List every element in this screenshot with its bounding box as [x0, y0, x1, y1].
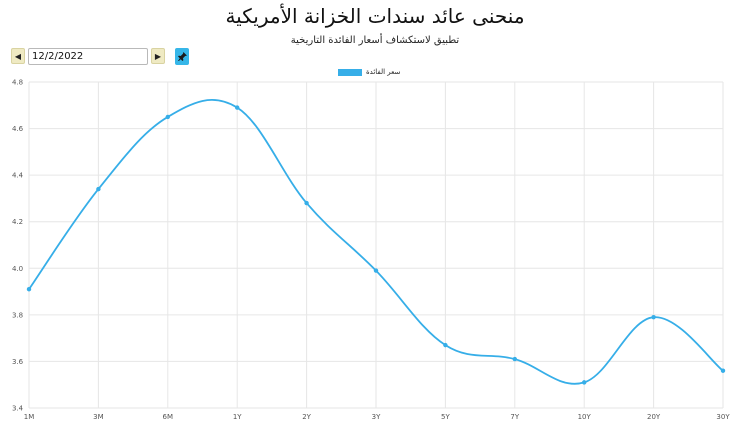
- data-point: [720, 368, 726, 373]
- date-input[interactable]: [28, 47, 148, 65]
- data-point: [373, 268, 379, 273]
- y-tick-label: 4.8: [12, 79, 23, 87]
- x-tick-label: 3M: [93, 413, 104, 421]
- data-point: [582, 380, 587, 385]
- legend-swatch: [338, 68, 362, 76]
- triangle-right-icon: ▶: [154, 51, 162, 61]
- data-point: [26, 287, 32, 292]
- x-tick-label: 1M: [24, 413, 35, 421]
- x-tick-label: 10Y: [578, 413, 592, 421]
- y-tick-label: 3.4: [12, 405, 24, 413]
- data-point: [651, 314, 656, 320]
- next-date-button[interactable]: ▶: [151, 48, 165, 64]
- data-point: [304, 200, 309, 206]
- chart-legend[interactable]: سعر الفائدة: [338, 68, 400, 76]
- x-tick-label: 7Y: [510, 413, 519, 421]
- x-tick-label: 2Y: [302, 413, 311, 421]
- y-tick-label: 3.6: [12, 358, 24, 366]
- page-subtitle: تطبيق لاستكشاف أسعار الفائدة التاريخية: [290, 35, 460, 46]
- data-point: [165, 114, 170, 120]
- y-tick-label: 4.2: [12, 218, 23, 226]
- data-point: [96, 186, 101, 192]
- y-tick-label: 4.6: [12, 125, 24, 133]
- x-tick-label: 5Y: [441, 413, 450, 421]
- page-title: منحنى عائد سندات الخزانة الأمريكية: [225, 4, 525, 28]
- data-point: [512, 356, 517, 362]
- data-point: [443, 342, 448, 348]
- x-tick-label: 3Y: [372, 413, 381, 421]
- x-tick-label: 6M: [163, 413, 174, 421]
- x-tick-label: 20Y: [647, 413, 661, 421]
- x-tick-label: 1Y: [233, 413, 242, 421]
- triangle-left-icon: ◀: [14, 51, 22, 61]
- x-tick-label: 30Y: [716, 413, 730, 421]
- pin-button[interactable]: [175, 47, 189, 65]
- y-tick-label: 4.0: [12, 265, 23, 273]
- date-controls: ◀ ▶: [11, 46, 189, 66]
- series-line: [28, 98, 724, 385]
- y-tick-label: 4.4: [12, 172, 24, 180]
- legend-label: سعر الفائدة: [366, 68, 401, 76]
- data-point: [235, 105, 240, 110]
- y-tick-label: 3.8: [12, 311, 23, 319]
- pin-icon: [177, 51, 187, 61]
- previous-date-button[interactable]: ◀: [11, 48, 25, 64]
